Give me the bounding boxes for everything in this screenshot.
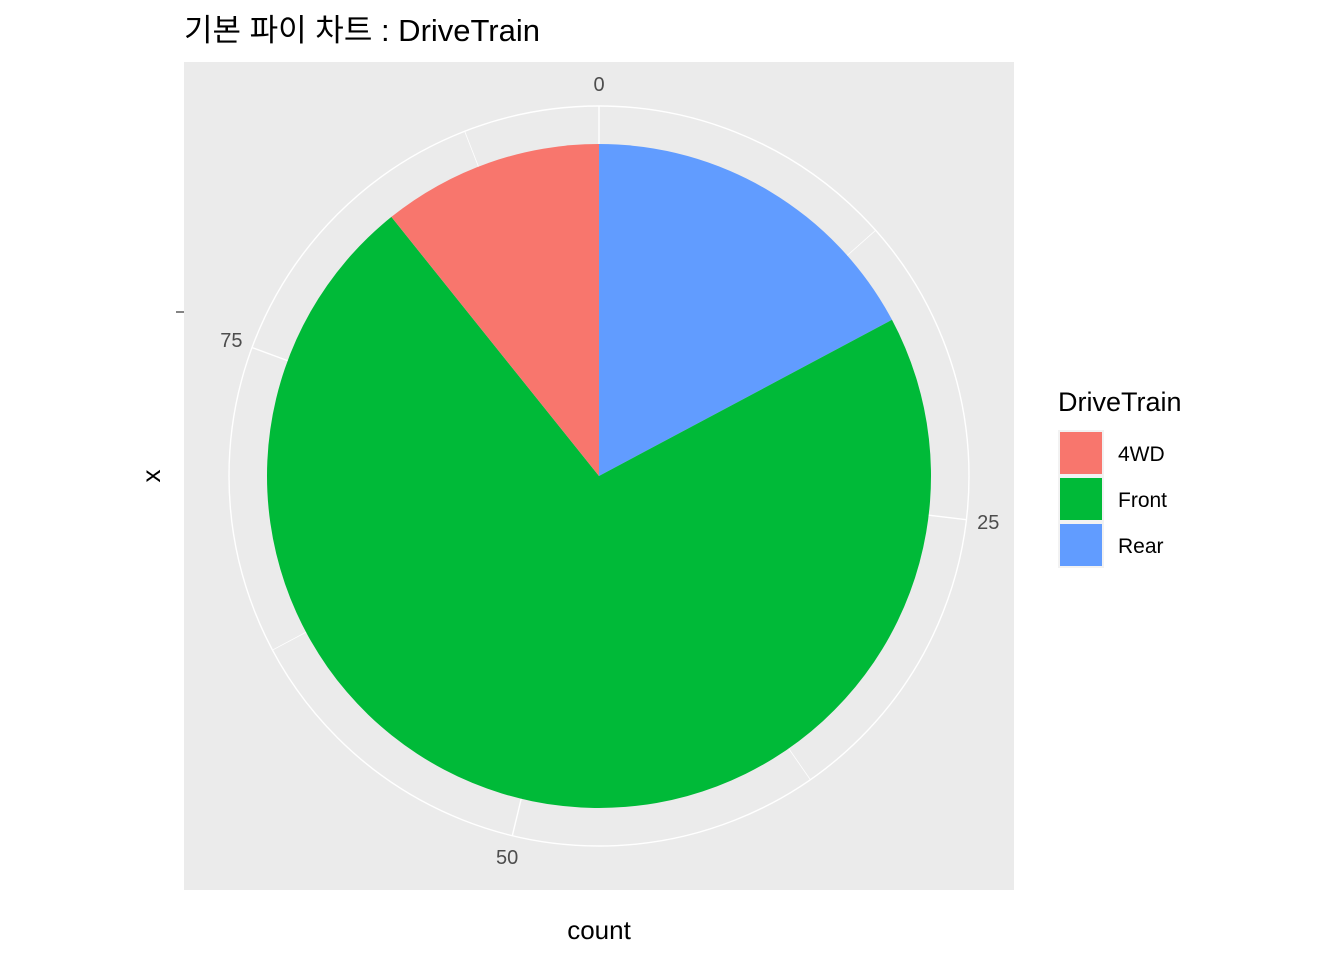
pie-slices: [266, 144, 932, 808]
theta-tick-labels: 0 25 50 75: [220, 74, 999, 869]
legend: DriveTrain 4WD Front Rear: [1058, 387, 1182, 568]
legend-key-rear: [1060, 524, 1102, 566]
grid-spoke-2: [511, 796, 523, 836]
legend-title: DriveTrain: [1058, 387, 1182, 417]
grid-spoke-3: [251, 346, 290, 363]
y-axis-title: x: [136, 470, 166, 483]
legend-key-4wd: [1060, 432, 1102, 474]
theta-tick-label-2: 50: [496, 847, 518, 869]
legend-label-front: Front: [1118, 489, 1167, 512]
x-axis-title: count: [567, 915, 631, 945]
theta-tick-label-0: 0: [593, 74, 604, 96]
pie-slice-4wd: [391, 144, 599, 476]
theta-tick-label-3: 75: [220, 330, 242, 352]
grid-minor-spoke-3: [464, 131, 480, 169]
grid-minor-spoke-0: [845, 229, 876, 258]
legend-label-rear: Rear: [1118, 535, 1164, 558]
pie-slice-front: [266, 216, 932, 808]
legend-label-4wd: 4WD: [1118, 443, 1165, 466]
pie-slice-rear: [599, 144, 892, 476]
chart-title: 기본 파이 차트 : DriveTrain: [184, 13, 540, 48]
grid-spoke-1: [926, 514, 967, 521]
grid-minor-spoke-2: [272, 630, 308, 651]
legend-key-front: [1060, 478, 1102, 520]
grid-minor-spoke-1: [787, 746, 811, 780]
theta-tick-label-1: 25: [977, 512, 999, 534]
polar-grid: [228, 105, 970, 847]
